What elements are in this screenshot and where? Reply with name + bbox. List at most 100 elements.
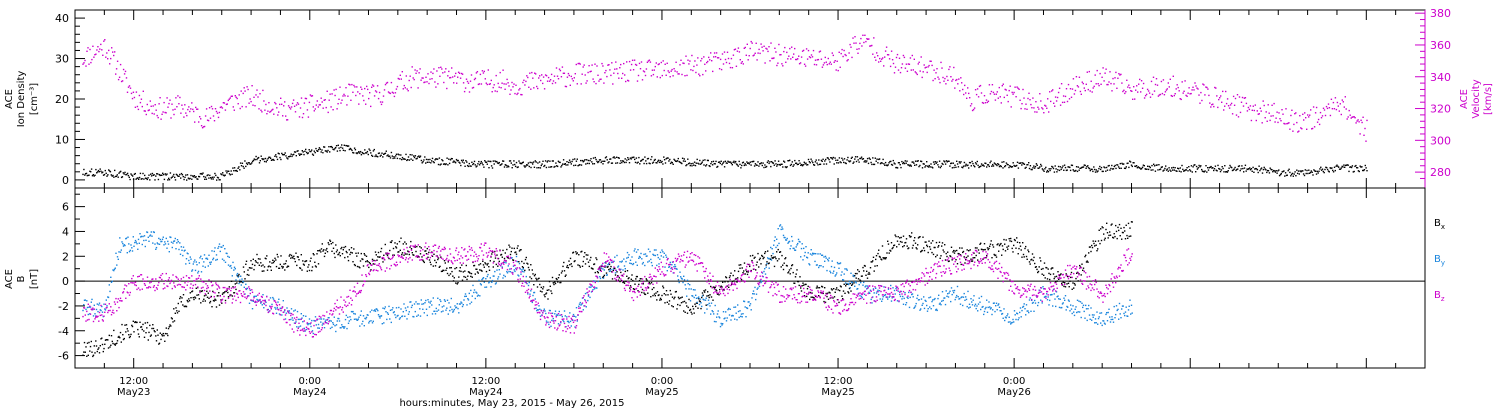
b-x-point	[563, 270, 566, 272]
top-series-1-point	[765, 166, 767, 168]
top-series-1-point	[487, 160, 489, 162]
b-y-point	[623, 258, 625, 260]
top-series-0-point	[1164, 91, 1167, 93]
top-series-0-point	[847, 59, 849, 61]
top-series-1-point	[613, 156, 615, 158]
top-series-0-point	[503, 83, 505, 85]
b-y-point	[566, 320, 569, 323]
b-x-point	[960, 263, 962, 266]
top-series-1-point	[412, 159, 414, 161]
top-series-1-point	[486, 163, 488, 165]
top-series-0-point	[1081, 81, 1083, 83]
top-series-0-point	[463, 90, 466, 93]
b-x-point	[704, 291, 706, 293]
top-series-0-point	[349, 84, 351, 86]
top-series-0-point	[510, 89, 512, 91]
top-series-0-point	[345, 87, 347, 89]
top-series-0-point	[1201, 99, 1203, 102]
top-series-1-point	[813, 164, 815, 166]
b-x-point	[800, 290, 803, 292]
top-series-1-point	[376, 155, 378, 158]
top-series-1-point	[102, 171, 104, 173]
top-series-0-point	[743, 47, 745, 49]
top-series-0-point	[338, 98, 340, 100]
top-series-0-point	[194, 121, 196, 123]
b-x-point	[922, 236, 924, 238]
top-series-1-point	[857, 159, 859, 161]
b-y-point	[137, 238, 140, 241]
b-x-point	[896, 240, 899, 242]
top-series-0-point	[575, 63, 577, 66]
top-series-1-point	[643, 162, 645, 165]
top-series-0-point	[523, 79, 525, 81]
b-x-point	[975, 254, 977, 257]
top-series-1-point	[628, 162, 631, 164]
top-series-1-point	[481, 162, 483, 164]
top-series-0-point	[900, 67, 903, 69]
top-series-0-point	[553, 75, 556, 77]
b-x-point	[98, 347, 100, 349]
b-x-point	[572, 251, 575, 253]
top-series-1-point	[649, 162, 651, 165]
top-series-0-point	[120, 80, 123, 83]
b-x-point	[587, 261, 590, 263]
b-y-point	[143, 235, 146, 237]
b-y-point	[275, 312, 278, 314]
b-y-point	[148, 240, 150, 242]
top-series-0-point	[670, 70, 672, 72]
b-x-point	[314, 265, 317, 267]
top-series-0-point	[148, 109, 150, 111]
top-series-1-point	[509, 160, 512, 162]
top-series-0-point	[758, 48, 760, 51]
top-series-0-point	[872, 53, 874, 55]
top-series-1-point	[949, 165, 951, 167]
top-series-1-point	[939, 166, 942, 169]
b-y-point	[600, 267, 602, 269]
top-series-0-point	[315, 104, 317, 106]
top-series-1-point	[266, 159, 268, 161]
b-x-point	[393, 254, 395, 256]
b-x-point	[569, 264, 571, 266]
b-y-point	[170, 236, 172, 239]
top-series-1-point	[329, 151, 331, 153]
b-x-point	[225, 290, 227, 293]
b-x-point	[95, 345, 98, 347]
b-y-point	[511, 257, 513, 259]
top-series-0-point	[684, 75, 686, 77]
top-series-1-point	[956, 160, 958, 162]
top-series-1-point	[1335, 165, 1337, 167]
top-series-0-point	[261, 111, 263, 113]
top-series-1-point	[458, 161, 460, 163]
b-x-point	[107, 339, 109, 341]
b-y-point	[353, 312, 355, 315]
b-x-point	[978, 252, 980, 254]
top-series-0-point	[821, 66, 824, 68]
top-series-1-point	[427, 158, 429, 161]
top-series-1-point	[997, 163, 999, 165]
b-x-point	[837, 289, 839, 291]
top-series-0-point	[439, 75, 441, 77]
top-series-0-point	[1041, 107, 1043, 109]
top-series-0-point	[395, 88, 398, 90]
top-series-0-point	[698, 73, 700, 75]
top-series-0-point	[1175, 88, 1177, 90]
top-series-1-point	[914, 164, 916, 166]
b-y-point	[488, 282, 490, 284]
top-series-1-point	[757, 161, 759, 163]
top-series-1-point	[464, 165, 466, 167]
top-series-0-point	[822, 64, 825, 66]
top-series-0-point	[673, 68, 675, 70]
top-series-1-point	[284, 152, 286, 154]
b-x-point	[381, 257, 383, 260]
top-series-1-point	[317, 150, 319, 152]
b-x-point	[1049, 273, 1052, 276]
top-series-0-point	[1022, 88, 1024, 91]
top-series-0-point	[643, 71, 646, 73]
b-y-point	[407, 306, 409, 308]
top-series-0-point	[411, 66, 413, 68]
top-series-1-point	[784, 166, 787, 168]
b-y-point	[608, 270, 611, 273]
b-x-point	[375, 254, 377, 256]
top-series-0-point	[1352, 116, 1354, 118]
top-series-0-point	[857, 52, 859, 54]
